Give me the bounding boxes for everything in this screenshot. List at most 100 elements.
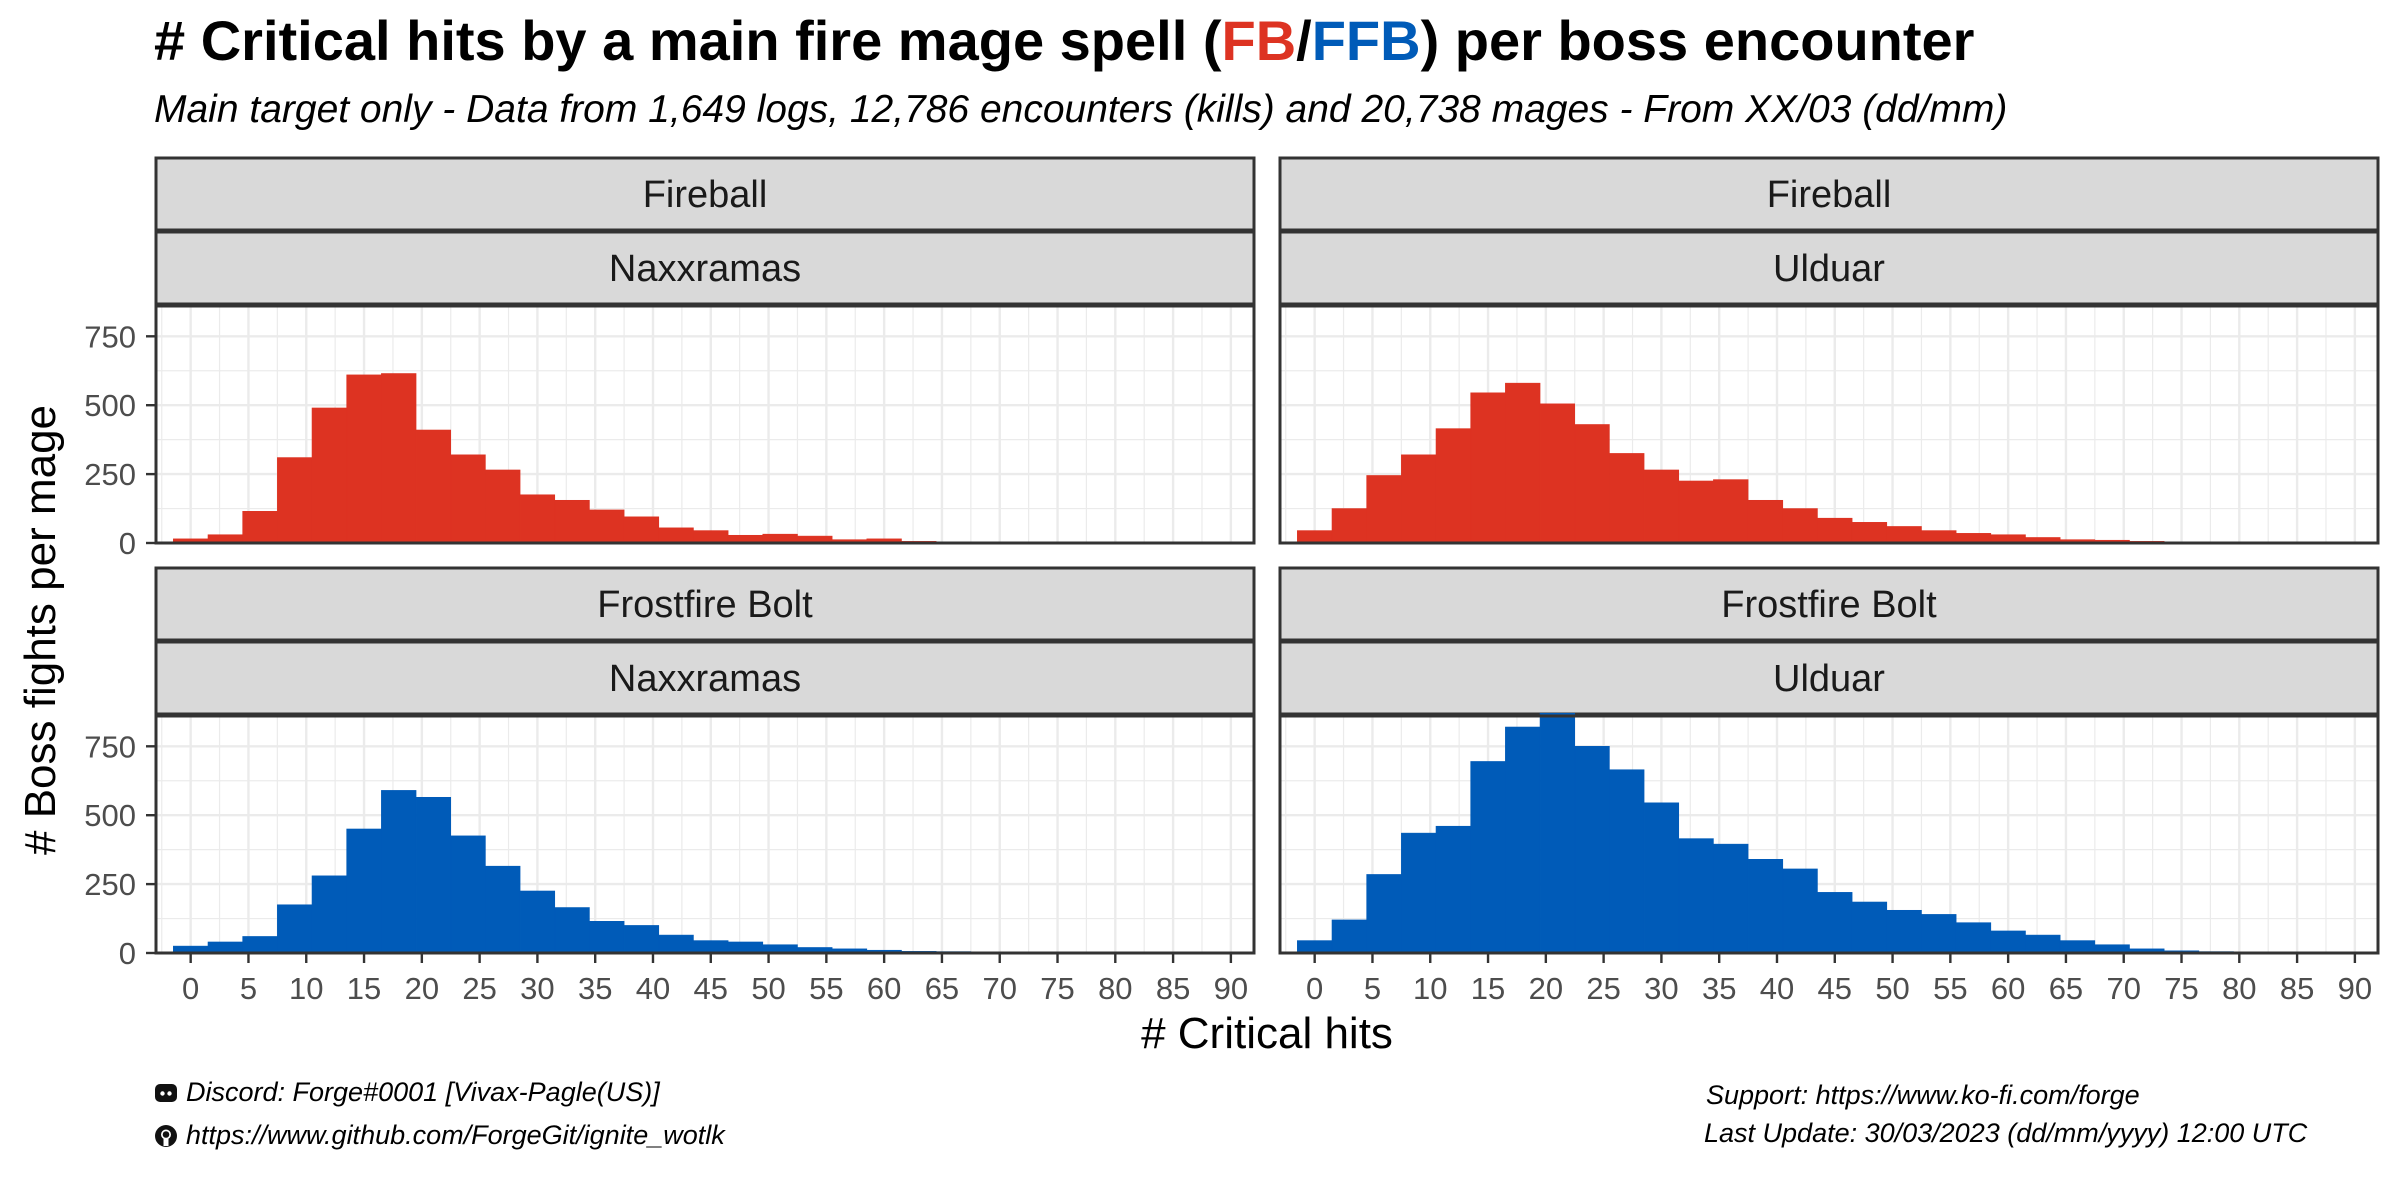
x-tick-label: 35 <box>1702 971 1736 1006</box>
strip-raid-box <box>154 230 1256 306</box>
x-tick-label: 70 <box>982 971 1016 1006</box>
facet-panel: Fireball Naxxramas 0 250 500 750 <box>84 156 1256 561</box>
strip-raid-label: Ulduar <box>1773 248 1885 290</box>
strip-spell-box <box>1278 566 2380 642</box>
histogram-bar <box>727 941 764 954</box>
histogram-bar <box>242 511 278 544</box>
panel-border <box>1278 714 2380 955</box>
y-tick-label: 0 <box>119 936 136 971</box>
histogram-bar <box>554 499 590 544</box>
y-tick-label: 0 <box>119 526 136 561</box>
histogram-bar <box>1539 403 1576 544</box>
histogram-bar <box>485 469 521 544</box>
histogram-bar <box>277 904 313 954</box>
x-tick-label: 60 <box>1991 971 2025 1006</box>
histogram-bar <box>207 941 243 954</box>
histogram-bar <box>1747 859 1784 954</box>
x-tick-label: 20 <box>1529 971 1563 1006</box>
histogram-bar <box>589 921 625 954</box>
histogram-bar <box>2059 940 2096 954</box>
panel-border <box>154 714 1256 955</box>
histogram-bar <box>346 374 382 544</box>
facet-panel: Frostfire Bolt Ulduar 0 5 10 15 20 25 30 35 40 45 50… <box>1278 566 2380 1006</box>
histogram-bar <box>1574 746 1610 954</box>
histogram-bar <box>1401 832 1437 954</box>
histogram-bar <box>1297 530 1333 544</box>
histogram-bar <box>1297 940 1333 954</box>
x-tick-label: 30 <box>1644 971 1678 1006</box>
histogram-bar <box>1470 761 1506 954</box>
x-axis-label: # Critical hits <box>1141 1009 1393 1058</box>
histogram-bar <box>1366 475 1402 544</box>
x-tick-label: 15 <box>347 971 381 1006</box>
histogram-bar <box>1574 424 1610 544</box>
y-tick-label: 750 <box>84 319 136 354</box>
x-tick-label: 0 <box>1306 971 1323 1006</box>
histogram-bar <box>1921 530 1957 544</box>
histogram-bar <box>623 925 660 954</box>
x-tick-label: 35 <box>578 971 612 1006</box>
x-tick-label: 0 <box>182 971 199 1006</box>
x-tick-label: 70 <box>2106 971 2140 1006</box>
histogram-bar <box>1435 825 1472 954</box>
x-tick-label: 10 <box>289 971 323 1006</box>
footer-support[interactable]: Support: https://www.ko-fi.com/forge <box>1706 1080 2140 1110</box>
footer-github-link[interactable]: https://www.github.com/ForgeGit/ignite_w… <box>186 1120 725 1150</box>
histogram-bar <box>1713 843 1749 954</box>
histogram-bar <box>1782 508 1818 544</box>
histogram-bar <box>589 509 625 544</box>
histogram-bar <box>1331 508 1367 544</box>
strip-spell-label: Frostfire Bolt <box>597 584 813 626</box>
histogram-bar <box>450 454 486 544</box>
x-tick-label: 15 <box>1471 971 1505 1006</box>
panel-border <box>154 304 1256 545</box>
y-axis-label: # Boss fights per mage <box>16 405 65 855</box>
discord-icon <box>155 1083 177 1102</box>
histogram-bar <box>1331 919 1367 954</box>
strip-raid-label: Ulduar <box>1773 658 1885 700</box>
x-tick-label: 55 <box>1933 971 1967 1006</box>
strip-raid-label: Naxxramas <box>609 248 801 290</box>
histogram-bar <box>1817 892 1853 954</box>
panel-border <box>1278 304 2380 545</box>
facet-panel: Fireball Ulduar <box>1278 156 2380 545</box>
histogram-bar <box>519 494 556 544</box>
histogram-bar <box>1643 469 1680 544</box>
x-tick-label: 90 <box>1214 971 1248 1006</box>
strip-spell-box <box>154 156 1256 232</box>
histogram-bar <box>485 865 521 954</box>
y-tick-label: 250 <box>84 457 136 492</box>
strip-spell-label: Frostfire Bolt <box>1721 584 1937 626</box>
histogram-bar <box>1817 517 1853 544</box>
x-tick-label: 75 <box>2164 971 2198 1006</box>
chart-title: # Critical hits by a main fire mage spel… <box>154 8 1974 73</box>
histogram-bar <box>554 907 590 954</box>
histogram-bar <box>693 530 729 544</box>
histogram-bar <box>277 457 313 544</box>
x-tick-label: 30 <box>520 971 554 1006</box>
histogram-bar <box>1678 838 1714 954</box>
title-fb: FB <box>1221 9 1297 72</box>
x-tick-label: 45 <box>1818 971 1852 1006</box>
strip-spell-label: Fireball <box>1767 174 1892 216</box>
strip-raid-box <box>1278 640 2380 716</box>
x-tick-label: 80 <box>2222 971 2256 1006</box>
footer-discord-text: Discord: Forge#0001 [Vivax-Pagle(US)] <box>186 1077 660 1107</box>
histogram-bar <box>381 790 417 954</box>
histogram-bar <box>519 890 556 954</box>
histogram-bar <box>1921 914 1957 954</box>
title-ffb: FFB <box>1311 9 1421 72</box>
histogram-bar <box>242 936 278 954</box>
x-tick-label: 5 <box>1364 971 1381 1006</box>
histogram-bar <box>1747 499 1784 544</box>
title-prefix: # Critical hits by a main fire mage spel… <box>154 9 1222 72</box>
x-tick-label: 50 <box>1875 971 1909 1006</box>
x-tick-label: 10 <box>1413 971 1447 1006</box>
footer-discord: Discord: Forge#0001 [Vivax-Pagle(US)] <box>154 1077 660 1108</box>
histogram-bar <box>1401 454 1437 544</box>
x-tick-label: 20 <box>405 971 439 1006</box>
histogram-bar <box>1990 930 2026 954</box>
histogram-bar <box>693 940 729 954</box>
histogram-bar <box>2025 934 2061 954</box>
